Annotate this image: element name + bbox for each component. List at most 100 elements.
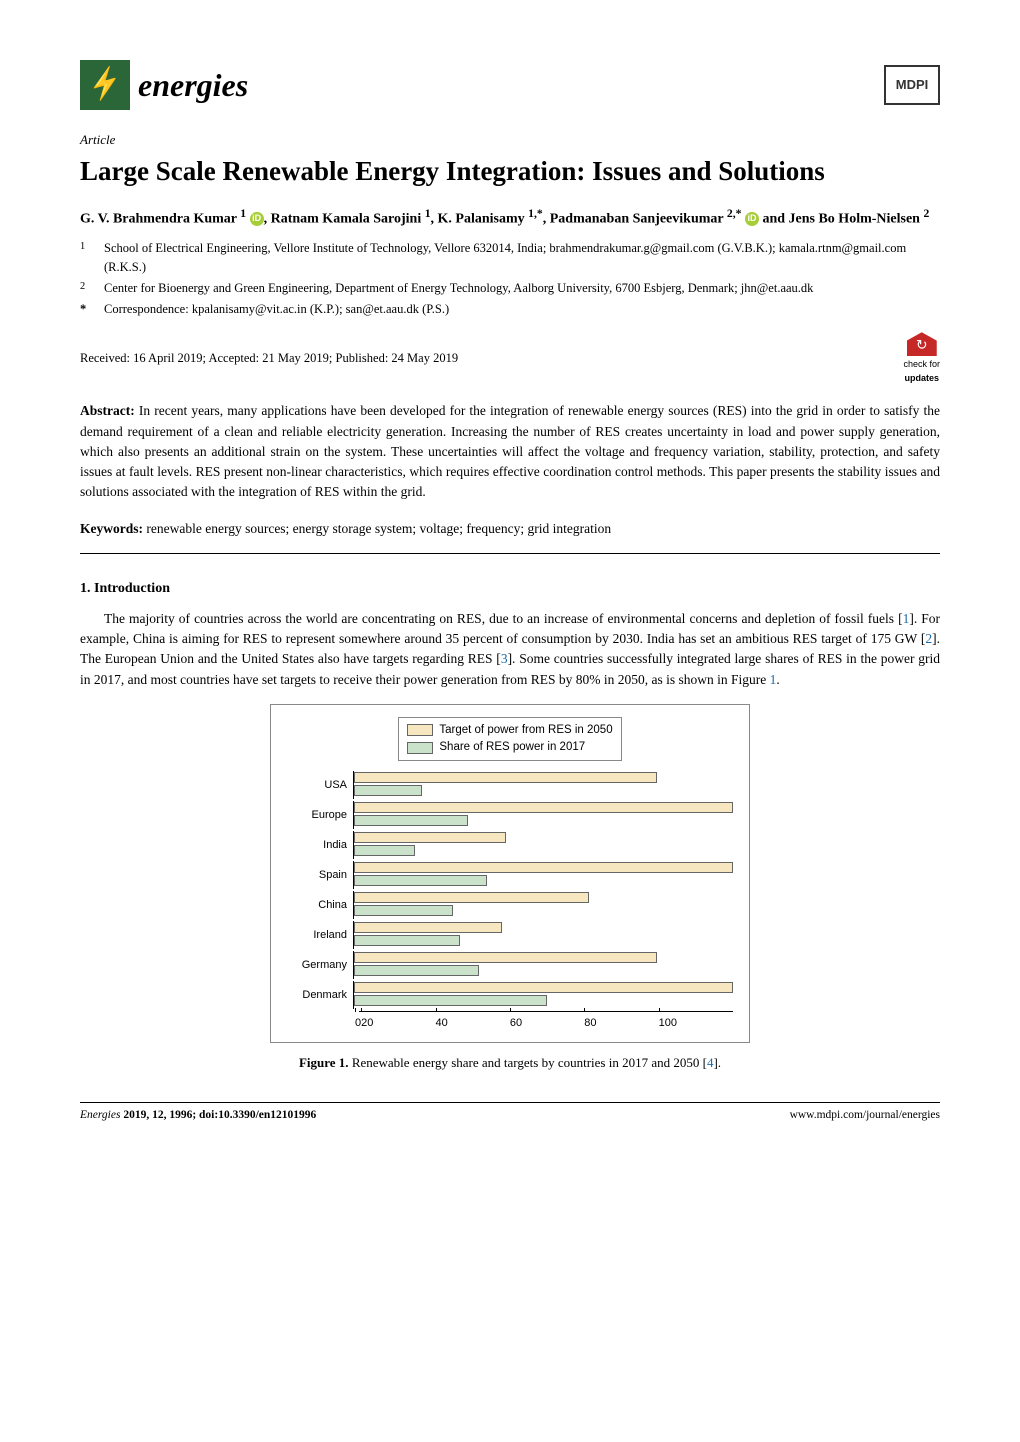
bar-target <box>354 892 589 903</box>
article-type-label: Article <box>80 130 940 150</box>
updates-icon <box>907 332 937 356</box>
bar-category-label: Europe <box>287 807 353 824</box>
bar-category-label: China <box>287 897 353 914</box>
bar-target <box>354 952 657 963</box>
bar-category-label: Germany <box>287 957 353 974</box>
author-5-sup: 2 <box>923 207 929 220</box>
bar-target <box>354 832 506 843</box>
bar-share <box>354 875 487 886</box>
ref-3[interactable]: 3 <box>501 651 508 666</box>
bars-container: USA Europe India Spain China Ireland Germany De… <box>287 771 733 1009</box>
x-tick: 60 <box>510 1012 584 1032</box>
bar-area <box>353 801 733 829</box>
authors-line: G. V. Brahmendra Kumar 1 iD, Ratnam Kama… <box>80 205 940 230</box>
received-dates: Received: 16 April 2019; Accepted: 21 Ma… <box>80 349 458 368</box>
abstract-label: Abstract: <box>80 403 135 418</box>
orcid-icon: iD <box>250 212 264 226</box>
updates-line2: updates <box>904 372 939 386</box>
keywords: Keywords: renewable energy sources; ener… <box>80 519 940 539</box>
bar-category-label: Spain <box>287 867 353 884</box>
bar-row: Denmark <box>287 981 733 1009</box>
bar-row: China <box>287 891 733 919</box>
keywords-text: renewable energy sources; energy storage… <box>146 521 611 536</box>
bar-area <box>353 951 733 979</box>
aff-2-num: 2 <box>80 279 92 298</box>
bar-category-label: India <box>287 837 353 854</box>
author-4: Padmanaban Sanjeevikumar <box>550 211 724 226</box>
mdpi-logo: MDPI <box>884 65 940 105</box>
bar-target <box>354 862 733 873</box>
aff-1-num: 1 <box>80 239 92 277</box>
bar-row: India <box>287 831 733 859</box>
bar-category-label: USA <box>287 777 353 794</box>
author-2: Ratnam Kamala Sarojini <box>271 211 422 226</box>
bar-target <box>354 802 733 813</box>
bar-category-label: Ireland <box>287 927 353 944</box>
orcid-icon: iD <box>745 212 759 226</box>
bar-share <box>354 905 453 916</box>
bar-area <box>353 771 733 799</box>
bar-row: Europe <box>287 801 733 829</box>
paper-title: Large Scale Renewable Energy Integration… <box>80 154 940 189</box>
corr-sym: * <box>80 300 92 319</box>
bar-area <box>353 981 733 1009</box>
bar-category-label: Denmark <box>287 987 353 1004</box>
bar-share <box>354 965 479 976</box>
bar-share <box>354 815 468 826</box>
bar-share <box>354 785 422 796</box>
bolt-icon: ⚡ <box>83 60 128 110</box>
chart-legend: Target of power from RES in 2050 Share o… <box>398 717 621 762</box>
journal-name: energies <box>138 61 248 109</box>
bar-area <box>353 891 733 919</box>
paper-header: ⚡ energies MDPI <box>80 60 940 110</box>
x-tick: 100 <box>659 1012 733 1032</box>
abstract-text: In recent years, many applications have … <box>80 403 940 499</box>
author-1: G. V. Brahmendra Kumar <box>80 211 237 226</box>
bar-target <box>354 772 657 783</box>
legend-target-swatch <box>407 724 433 736</box>
dates-row: Received: 16 April 2019; Accepted: 21 Ma… <box>80 332 940 385</box>
keywords-label: Keywords: <box>80 521 143 536</box>
page-footer: Energies 2019, 12, 1996; doi:10.3390/en1… <box>80 1102 940 1124</box>
author-5: Jens Bo Holm-Nielsen <box>789 211 920 226</box>
bar-target <box>354 982 733 993</box>
bar-share <box>354 935 460 946</box>
figure-1: Target of power from RES in 2050 Share o… <box>80 704 940 1043</box>
bar-share <box>354 845 415 856</box>
author-1-sup: 1 <box>240 207 246 220</box>
bar-row: USA <box>287 771 733 799</box>
journal-logo: ⚡ energies <box>80 60 248 110</box>
abstract: Abstract: In recent years, many applicat… <box>80 401 940 502</box>
intro-paragraph: The majority of countries across the wor… <box>80 609 940 690</box>
bar-row: Germany <box>287 951 733 979</box>
aff-2-text: Center for Bioenergy and Green Engineeri… <box>104 279 813 298</box>
divider <box>80 553 940 554</box>
updates-line1: check for <box>903 358 940 372</box>
legend-share-swatch <box>407 742 433 754</box>
bar-target <box>354 922 502 933</box>
energies-icon: ⚡ <box>80 60 130 110</box>
correspondence: Correspondence: kpalanisamy@vit.ac.in (K… <box>104 300 449 319</box>
legend-target-label: Target of power from RES in 2050 <box>439 722 612 739</box>
figure-1-caption-label: Figure 1. <box>299 1055 349 1070</box>
aff-1-text: School of Electrical Engineering, Vellor… <box>104 239 940 277</box>
bar-area <box>353 921 733 949</box>
x-tick: 40 <box>436 1012 510 1032</box>
figure-1-caption: Figure 1. Renewable energy share and tar… <box>80 1053 940 1073</box>
bar-area <box>353 861 733 889</box>
bar-share <box>354 995 547 1006</box>
footer-right[interactable]: www.mdpi.com/journal/energies <box>790 1107 940 1124</box>
bar-area <box>353 831 733 859</box>
footer-left: Energies 2019, 12, 1996; doi:10.3390/en1… <box>80 1107 316 1124</box>
section-1-heading: 1. Introduction <box>80 578 940 599</box>
author-4-sup: 2,* <box>727 207 742 220</box>
x-tick: 80 <box>584 1012 658 1032</box>
x-tick: 20 <box>361 1012 435 1032</box>
x-axis: 020406080100 <box>359 1011 733 1032</box>
bar-row: Spain <box>287 861 733 889</box>
author-3: K. Palanisamy <box>438 211 525 226</box>
legend-share-label: Share of RES power in 2017 <box>439 739 585 756</box>
affiliations: 1 School of Electrical Engineering, Vell… <box>80 239 940 318</box>
check-updates-badge[interactable]: check for updates <box>903 332 940 385</box>
bar-row: Ireland <box>287 921 733 949</box>
